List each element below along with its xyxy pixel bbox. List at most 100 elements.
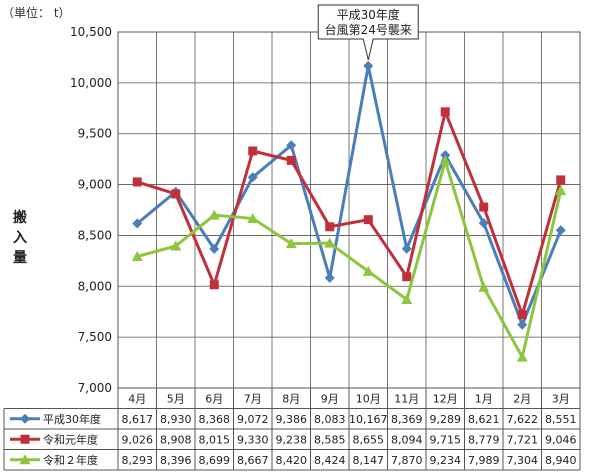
data-point (209, 280, 219, 290)
data-point (286, 155, 296, 165)
data-label: 9,330 (237, 433, 269, 446)
series (132, 107, 566, 320)
series-line (136, 159, 563, 359)
x-tick-label: 1月 (475, 393, 493, 406)
data-label: 9,289 (430, 413, 462, 426)
data-label: 8,396 (160, 454, 192, 467)
y-axis-title: 搬 入 量 (13, 209, 27, 266)
x-tick-label: 9月 (321, 393, 339, 406)
data-point (170, 240, 182, 251)
data-label: 8,293 (122, 454, 154, 467)
data-point (20, 413, 30, 424)
series-group (131, 60, 567, 362)
data-label: 8,424 (314, 454, 346, 467)
data-label: 8,779 (468, 433, 500, 446)
data-point (402, 272, 412, 282)
data-label: 9,046 (545, 433, 577, 446)
data-point (479, 202, 489, 212)
x-tick-label: 7月 (244, 393, 262, 406)
x-tick-label: 11月 (394, 393, 419, 406)
y-tick-label: 8,500 (78, 228, 112, 242)
data-label: 9,715 (430, 433, 462, 446)
data-label: 10,167 (349, 413, 388, 426)
data-label: 8,368 (199, 413, 231, 426)
data-label: 8,655 (353, 433, 385, 446)
y-axis-title-char: 搬 (13, 209, 27, 226)
data-label: 8,015 (199, 433, 231, 446)
data-point (132, 218, 143, 229)
data-point (363, 215, 373, 225)
data-point (362, 265, 374, 276)
y-tick-label: 10,000 (70, 76, 112, 90)
data-point (209, 243, 220, 254)
data-label: 8,083 (314, 413, 346, 426)
data-label: 8,940 (545, 454, 577, 467)
data-point (248, 146, 258, 156)
data-label: 9,234 (430, 454, 462, 467)
y-axis-title-char: 入 (13, 230, 27, 246)
annotation-callout: 平成30年度 台風第24号襲来 (317, 4, 419, 60)
series-line (136, 110, 563, 317)
annotation-line-1: 平成30年度 (337, 7, 400, 22)
data-label: 8,147 (353, 454, 385, 467)
series (132, 60, 566, 330)
data-label: 7,304 (507, 454, 539, 467)
series-line (136, 64, 563, 327)
y-tick-labels: 7,000 7,500 8,000 8,500 9,000 9,500 10,000 10,5… (70, 25, 112, 395)
data-point (517, 319, 528, 330)
data-point (439, 155, 451, 166)
unit-label: （単位： t） (2, 5, 71, 20)
data-label: 9,072 (237, 413, 269, 426)
data-point (247, 172, 258, 183)
x-tick-label: 8月 (282, 393, 300, 406)
data-point (478, 281, 490, 292)
data-label: 8,420 (276, 454, 308, 467)
data-point (20, 434, 30, 444)
data-point (131, 250, 143, 261)
x-tick-label: 3月 (552, 393, 570, 406)
data-point (440, 150, 451, 161)
y-tick-label: 8,000 (78, 279, 112, 293)
data-point (285, 238, 297, 249)
data-label: 8,699 (199, 454, 231, 467)
data-point (556, 175, 566, 185)
data-point (401, 294, 413, 305)
x-tick-label: 6月 (205, 393, 223, 406)
data-point (478, 218, 489, 229)
data-label: 8,369 (391, 413, 423, 426)
data-label: 8,621 (468, 413, 500, 426)
data-point (208, 209, 220, 220)
x-tick-label: 12月 (433, 393, 458, 406)
data-point (132, 177, 142, 187)
data-label: 7,870 (391, 454, 423, 467)
x-tick-label: 2月 (513, 393, 531, 406)
data-point (286, 140, 297, 151)
x-tick-label: 4月 (128, 393, 146, 406)
legend-label: 平成30年度 (43, 412, 101, 426)
data-label: 8,094 (391, 433, 423, 446)
data-point (516, 351, 528, 362)
y-tick-label: 9,000 (78, 178, 112, 192)
legend-swatch (10, 454, 40, 465)
y-axis-title-char: 量 (13, 250, 27, 266)
y-tick-label: 7,500 (78, 330, 112, 344)
data-label: 7,622 (507, 413, 539, 426)
data-label: 7,989 (468, 454, 500, 467)
legend-swatch (10, 413, 40, 424)
data-label: 9,238 (276, 433, 308, 446)
data-label: 9,026 (122, 433, 154, 446)
data-point (19, 454, 31, 465)
x-tick-label: 10月 (356, 393, 381, 406)
annotation-box (317, 4, 419, 60)
data-point (555, 225, 566, 236)
data-point (440, 107, 450, 117)
data-label: 8,667 (237, 454, 269, 467)
y-tick-label: 7,000 (78, 381, 112, 395)
data-point (555, 185, 567, 196)
legend-label: 令和元年度 (43, 432, 98, 446)
data-label: 8,930 (160, 413, 192, 426)
data-point (247, 212, 259, 223)
data-point (324, 237, 336, 248)
